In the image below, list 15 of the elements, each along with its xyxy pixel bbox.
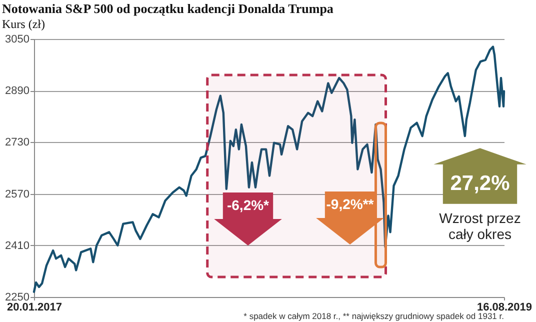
y-tick-label: 2250 — [5, 292, 30, 304]
text: * spadek w całym 2018 r., ** największy grudniowy spadek od 1931 r. — [244, 311, 504, 321]
x-tick-label: 20.01.2017 — [6, 302, 62, 314]
y-tick-label: 3050 — [5, 34, 30, 46]
y-tick-label: 2570 — [5, 188, 30, 200]
y-tick-label: 2730 — [5, 136, 30, 149]
band-label: -6,2%* — [226, 197, 270, 213]
y-axis-title: Kurs (zł) — [2, 17, 45, 31]
band-label: -9,2%** — [326, 196, 374, 212]
y-tick-label: 2890 — [5, 85, 30, 98]
chart-title: Notowania S&P 500 od początku kadencji Donalda Trumpa — [2, 1, 334, 16]
x-tick-label: 16.08.2019 — [476, 302, 532, 314]
annotation: Wzrost przez cały okres — [439, 210, 521, 242]
annotation: 27,2% — [450, 172, 510, 195]
y-tick-label: 2410 — [5, 240, 30, 252]
